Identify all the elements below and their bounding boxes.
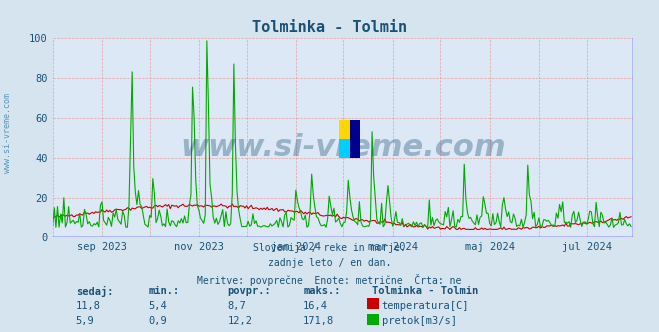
Text: pretok[m3/s]: pretok[m3/s] bbox=[382, 316, 457, 326]
Text: 171,8: 171,8 bbox=[303, 316, 334, 326]
Text: povpr.:: povpr.: bbox=[227, 286, 271, 296]
Text: 8,7: 8,7 bbox=[227, 301, 246, 311]
Text: 0,9: 0,9 bbox=[148, 316, 167, 326]
Text: 5,4: 5,4 bbox=[148, 301, 167, 311]
Polygon shape bbox=[339, 138, 350, 158]
Polygon shape bbox=[350, 120, 360, 158]
Text: zadnje leto / en dan.: zadnje leto / en dan. bbox=[268, 258, 391, 268]
Text: temperatura[C]: temperatura[C] bbox=[382, 301, 469, 311]
Polygon shape bbox=[339, 120, 350, 138]
Text: Meritve: povprečne  Enote: metrične  Črta: ne: Meritve: povprečne Enote: metrične Črta:… bbox=[197, 274, 462, 286]
Text: www.si-vreme.com: www.si-vreme.com bbox=[180, 133, 505, 162]
Text: 5,9: 5,9 bbox=[76, 316, 94, 326]
Text: 12,2: 12,2 bbox=[227, 316, 252, 326]
Text: 16,4: 16,4 bbox=[303, 301, 328, 311]
Text: 11,8: 11,8 bbox=[76, 301, 101, 311]
Text: Slovenija / reke in morje.: Slovenija / reke in morje. bbox=[253, 243, 406, 253]
Text: Tolminka - Tolmin: Tolminka - Tolmin bbox=[372, 286, 478, 296]
Text: maks.:: maks.: bbox=[303, 286, 341, 296]
Text: Tolminka - Tolmin: Tolminka - Tolmin bbox=[252, 20, 407, 35]
Text: www.si-vreme.com: www.si-vreme.com bbox=[3, 93, 13, 173]
Text: min.:: min.: bbox=[148, 286, 179, 296]
Text: sedaj:: sedaj: bbox=[76, 286, 113, 297]
